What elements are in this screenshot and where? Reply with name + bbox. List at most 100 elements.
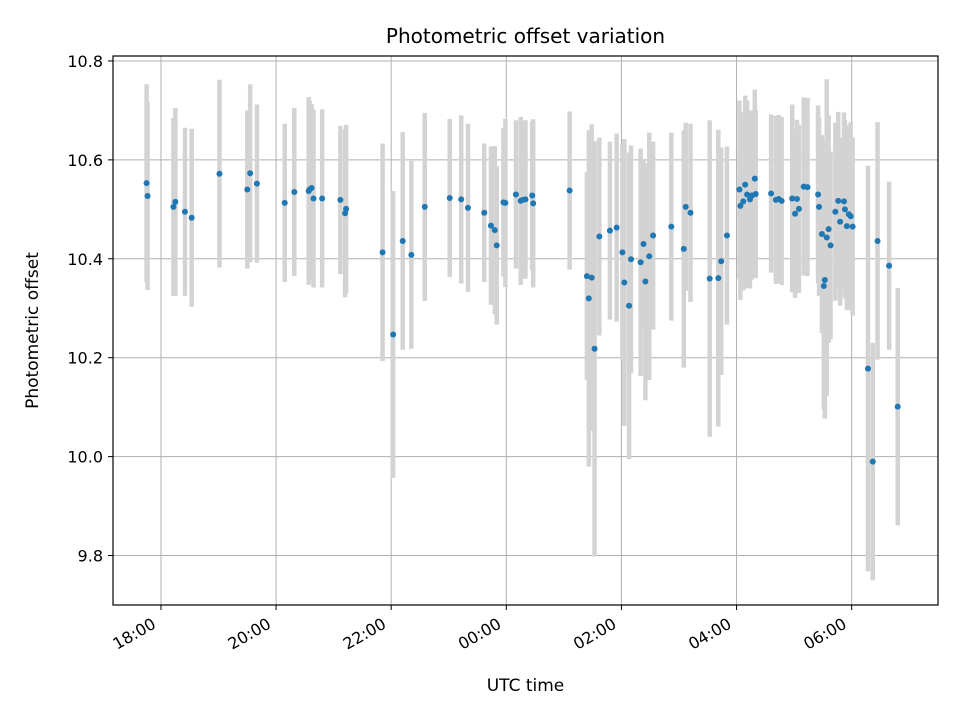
- y-tick-label: 9.8: [78, 547, 103, 566]
- y-tick-label: 10.2: [67, 349, 103, 368]
- data-point: [530, 200, 537, 207]
- data-point: [816, 203, 823, 210]
- data-point: [464, 204, 471, 211]
- data-point: [793, 195, 800, 202]
- data-point: [640, 240, 647, 247]
- data-point: [687, 209, 694, 216]
- y-tick-label: 10.4: [67, 250, 103, 269]
- data-point: [188, 214, 195, 221]
- data-point: [244, 186, 251, 193]
- data-point: [795, 205, 802, 212]
- data-point: [752, 190, 759, 197]
- data-point: [281, 199, 288, 206]
- data-point: [446, 194, 453, 201]
- data-point: [291, 189, 298, 196]
- data-point: [837, 218, 844, 225]
- data-point: [778, 197, 785, 204]
- data-point: [172, 198, 179, 205]
- data-point: [818, 231, 825, 238]
- data-point: [619, 249, 626, 256]
- data-point: [742, 181, 749, 188]
- data-point: [835, 197, 842, 204]
- data-point: [144, 192, 151, 199]
- data-point: [751, 175, 758, 182]
- data-point: [736, 186, 743, 193]
- data-point: [606, 227, 613, 234]
- y-axis-ticks: 9.8 10.0 10.2 10.4 10.6 10.8: [67, 52, 113, 566]
- data-point: [491, 227, 498, 234]
- data-point: [637, 259, 644, 266]
- data-point: [740, 198, 747, 205]
- data-point: [588, 274, 595, 281]
- data-point: [170, 203, 177, 210]
- data-point: [596, 233, 603, 240]
- data-point: [821, 277, 828, 284]
- data-point: [216, 170, 223, 177]
- y-tick-label: 10.6: [67, 151, 103, 170]
- data-point: [247, 170, 254, 177]
- data-point: [869, 458, 876, 465]
- data-point: [628, 256, 635, 263]
- data-point: [815, 191, 822, 198]
- data-point: [308, 185, 315, 192]
- data-point: [626, 302, 633, 309]
- data-point: [840, 198, 847, 205]
- data-point: [310, 195, 317, 202]
- data-point: [718, 258, 725, 265]
- data-point: [804, 184, 811, 191]
- data-point: [529, 192, 536, 199]
- data-point: [789, 195, 796, 202]
- data-point: [566, 187, 573, 194]
- y-axis-title: Photometric offset: [23, 252, 43, 409]
- data-point: [408, 251, 415, 258]
- data-point: [591, 345, 598, 352]
- data-point: [792, 210, 799, 217]
- data-point: [825, 226, 832, 233]
- plot-frame: [112, 55, 939, 606]
- data-point: [343, 205, 350, 212]
- data-point: [319, 195, 326, 202]
- data-point: [342, 210, 349, 217]
- x-axis-title: UTC time: [487, 676, 565, 696]
- data-point: [502, 199, 509, 206]
- data-point: [847, 213, 854, 220]
- data-point: [874, 237, 881, 244]
- data-point: [820, 282, 827, 289]
- data-point: [680, 245, 687, 252]
- data-point: [512, 191, 519, 198]
- data-point: [668, 223, 675, 230]
- data-point: [832, 208, 839, 215]
- data-point: [823, 234, 830, 241]
- data-point: [613, 224, 620, 231]
- data-point: [481, 209, 488, 216]
- data-point: [585, 295, 592, 302]
- data-point: [399, 237, 406, 244]
- data-points: [143, 170, 901, 465]
- data-point: [379, 249, 386, 256]
- data-point: [864, 365, 871, 372]
- data-point: [827, 242, 834, 249]
- data-point: [849, 223, 856, 230]
- data-point: [642, 278, 649, 285]
- y-tick-label: 10.0: [67, 448, 103, 467]
- data-point: [522, 196, 529, 203]
- data-point: [682, 203, 689, 210]
- data-point: [253, 180, 260, 187]
- data-point: [143, 180, 150, 187]
- data-point: [715, 275, 722, 282]
- data-point: [744, 191, 751, 198]
- data-point: [737, 202, 744, 209]
- data-point: [421, 203, 428, 210]
- data-point: [706, 275, 713, 282]
- data-point: [583, 273, 590, 280]
- data-point: [723, 232, 730, 239]
- data-point: [390, 331, 397, 338]
- data-point: [841, 206, 848, 213]
- data-point: [886, 262, 893, 269]
- data-point: [650, 232, 657, 239]
- chart-title: Photometric offset variation: [386, 24, 665, 48]
- data-point: [487, 222, 494, 229]
- data-point: [458, 196, 465, 203]
